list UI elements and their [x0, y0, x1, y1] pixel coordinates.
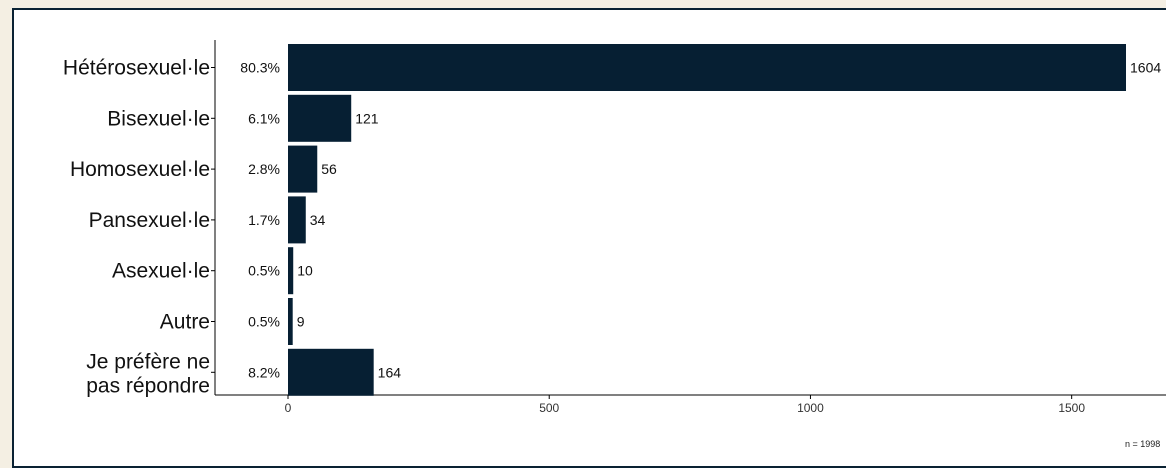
percent-label-5: 0.5% — [248, 314, 280, 330]
category-label-3: Pansexuel·le — [89, 209, 210, 232]
bar-2 — [288, 145, 318, 193]
value-label-3: 34 — [310, 212, 326, 228]
bar-0 — [288, 44, 1126, 91]
bar-1 — [288, 94, 352, 142]
value-label-2: 56 — [321, 161, 337, 177]
value-label-6: 164 — [378, 364, 402, 380]
bar-chart: 1604 80.3% Hétérosexuel·le 121 6.1% Bisexuel·… — [63, 40, 1166, 449]
bar-4 — [288, 247, 294, 295]
bar-3 — [288, 196, 306, 244]
value-label-5: 9 — [297, 314, 305, 330]
percent-label-4: 0.5% — [248, 263, 280, 279]
category-label-2: Homosexuel·le — [70, 158, 210, 181]
bar-6 — [288, 348, 374, 396]
category-label-4: Asexuel·le — [112, 260, 210, 283]
percent-label-2: 2.8% — [248, 161, 280, 177]
value-label-0: 1604 — [1130, 60, 1161, 76]
value-label-1: 121 — [355, 110, 379, 126]
x-tick-label-0: 0 — [285, 401, 292, 415]
percent-label-1: 6.1% — [248, 110, 280, 126]
percent-label-3: 1.7% — [248, 212, 280, 228]
category-label-0: Hétérosexuel·le — [63, 57, 210, 80]
category-label-5: Autre — [160, 311, 210, 334]
x-tick-label-3: 1500 — [1058, 401, 1085, 415]
percent-label-0: 80.3% — [240, 60, 280, 76]
bar-5 — [288, 298, 293, 345]
category-label-1: Bisexuel·le — [107, 107, 210, 130]
x-tick-label-2: 1000 — [797, 401, 824, 415]
x-tick-label-1: 500 — [539, 401, 559, 415]
sample-size-caption: n = 1998 — [1125, 439, 1160, 449]
value-label-4: 10 — [297, 263, 313, 279]
percent-label-6: 8.2% — [248, 364, 280, 380]
category-label-6: Je préfère ne pas répondre — [86, 350, 210, 397]
